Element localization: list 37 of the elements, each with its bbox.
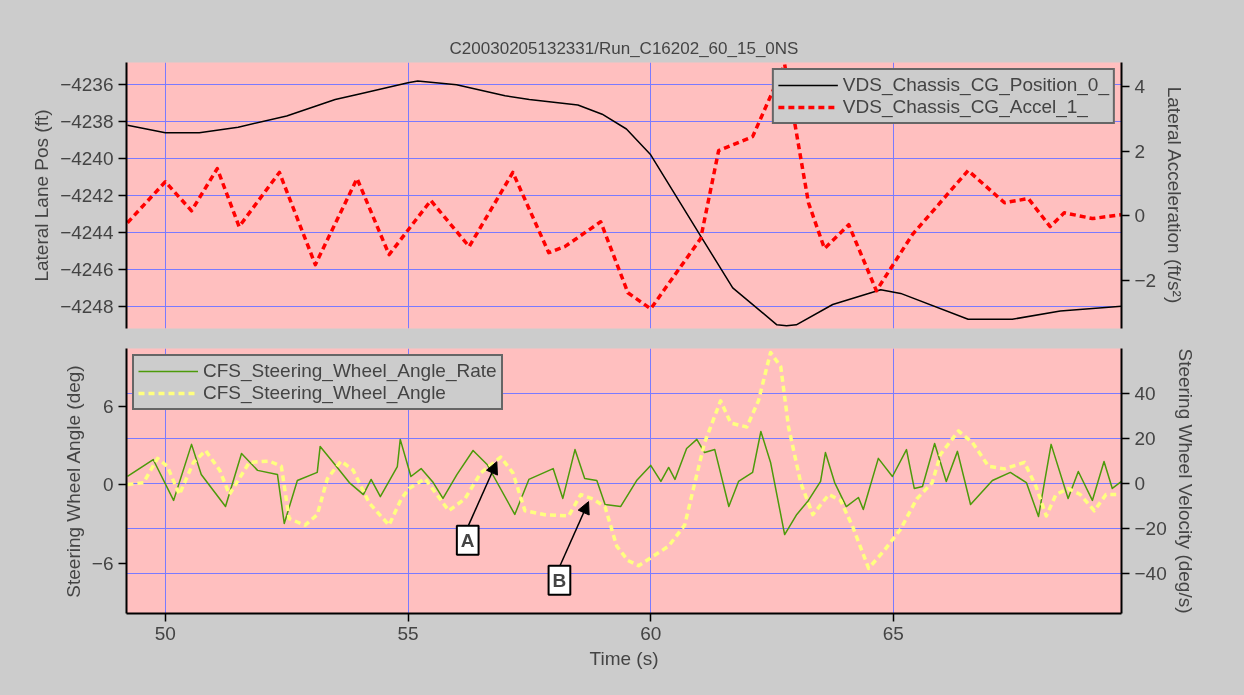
legend-label: CFS_Steering_Wheel_Angle: [203, 382, 446, 404]
y-tick-label: 6: [102, 395, 114, 417]
y2-tick-label: 40: [1134, 382, 1156, 404]
y2-tick-label: 2: [1134, 140, 1146, 162]
line-series: [126, 350, 1118, 571]
line-series: [126, 430, 1122, 536]
y2-axis-title: Steering Wheel Velocity (deg/s): [1174, 348, 1196, 614]
annotation: B: [552, 569, 567, 591]
y-axis-title: Lateral Lane Pos (ft): [31, 109, 53, 282]
y2-tick-label: 0: [1134, 472, 1146, 494]
y-tick-label: −4244: [60, 221, 114, 243]
y-tick-label: −4248: [60, 295, 114, 317]
y2-tick-label: −40: [1134, 563, 1167, 585]
y-tick-label: −4236: [60, 74, 114, 96]
legend-label: CFS_Steering_Wheel_Angle_Rate: [203, 360, 497, 382]
y2-tick-label: 0: [1134, 205, 1146, 227]
annotation: A: [460, 529, 475, 551]
x-tick-label: 65: [882, 622, 904, 644]
y-tick-label: −6: [91, 552, 114, 574]
x-tick-label: 50: [154, 622, 176, 644]
chart-title: C20030205132331/Run_C16202_60_15_0NS: [449, 38, 799, 58]
y-tick-label: −4242: [60, 185, 114, 206]
y2-axis-title: Lateral Acceleration (ft/s²): [1164, 86, 1186, 304]
y2-tick-label: 4: [1134, 76, 1146, 98]
x-tick-label: 55: [397, 622, 419, 644]
legend-label: VDS_Chassis_CG_Accel_1_: [842, 96, 1088, 118]
y2-tick-label: 20: [1134, 427, 1156, 449]
x-axis-title: Time (s): [589, 647, 659, 669]
x-tick-label: 60: [640, 622, 662, 644]
y2-tick-label: −20: [1134, 518, 1167, 540]
y2-tick-label: −2: [1134, 269, 1157, 291]
y-tick-label: −4246: [60, 258, 114, 280]
legend-label: VDS_Chassis_CG_Position_0_: [842, 74, 1109, 96]
y-axis-title: Steering Wheel Angle (deg): [62, 365, 84, 598]
y-tick-label: −4240: [60, 148, 114, 170]
y-tick-label: 0: [102, 474, 114, 496]
y-tick-label: −4238: [60, 111, 114, 133]
